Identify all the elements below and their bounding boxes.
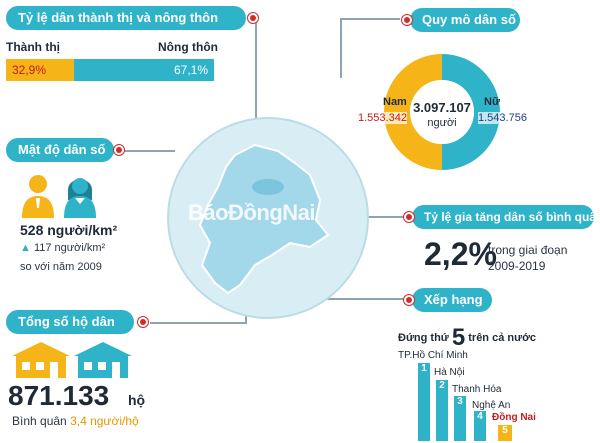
connector-line: [350, 216, 405, 218]
population-donut: [384, 54, 500, 170]
male-value: 1.553.342: [358, 112, 407, 124]
rank-label: TP.Hồ Chí Minh: [398, 350, 468, 361]
marker-dot: [402, 15, 412, 25]
households-average-value: 3,4 người/hộ: [70, 414, 139, 428]
rank-number: 5: [502, 425, 508, 436]
connector-line: [150, 322, 245, 324]
rank-number: 2: [439, 380, 445, 391]
connector-line: [255, 18, 257, 133]
rural-label: Nông thôn: [158, 40, 218, 54]
density-compare: so với năm 2009: [20, 261, 102, 273]
density-title: Mật độ dân số: [6, 138, 114, 162]
growth-title: Tỷ lệ gia tăng dân số bình quân: [412, 205, 600, 229]
marker-dot: [404, 295, 414, 305]
density-increase: 117 người/km²: [33, 242, 106, 254]
rank-label: Nghệ An: [472, 400, 511, 411]
ranking-prefix: Đứng thứ: [398, 332, 449, 344]
rank-bar: 4: [474, 411, 486, 441]
woman-icon: [64, 178, 96, 218]
female-value: 1.543.756: [478, 112, 527, 124]
rank-bar: 1: [418, 363, 430, 441]
rank-label: Thanh Hóa: [452, 384, 502, 395]
ranking-title: Xếp hạng: [412, 288, 492, 312]
connector-line: [325, 298, 405, 300]
growth-period-1: trong giai đoạn: [488, 243, 568, 257]
urban-label: Thành thị: [6, 40, 60, 54]
map-shape: [198, 143, 330, 295]
density-increase-row: ▲ 117 người/km²: [20, 242, 105, 254]
urban-segment: 32,9%: [6, 59, 75, 81]
growth-period-2: 2009-2019: [488, 259, 546, 273]
connector-line: [120, 150, 175, 152]
marker-dot: [114, 145, 124, 155]
population-total: 3.097.107: [413, 100, 471, 115]
households-title: Tổng số hộ dân: [6, 310, 134, 334]
rank-bar: 5: [498, 425, 512, 441]
ranking-suffix: trên cả nước: [468, 332, 537, 344]
marker-dot: [248, 13, 258, 23]
up-triangle-icon: ▲: [20, 242, 31, 254]
male-label: Nam: [383, 96, 407, 108]
male-arc: [384, 54, 442, 170]
watermark: BáoĐồngNai: [188, 200, 316, 225]
province-map: [167, 117, 369, 319]
rank-number: 3: [457, 396, 463, 407]
ranking-rank: 5: [451, 324, 466, 351]
female-label: Nữ: [484, 96, 500, 108]
connector-line: [340, 18, 400, 20]
population-unit: người: [427, 117, 457, 129]
density-value: 528 người/km²: [20, 222, 118, 238]
rank-number: 1: [421, 363, 427, 374]
rank-label: Đồng Nai: [492, 412, 536, 423]
rural-segment: 67,1%: [74, 59, 214, 81]
marker-dot: [404, 212, 414, 222]
connector-line: [340, 18, 342, 78]
rank-label: Hà Nội: [434, 367, 465, 378]
urban-rural-title: Tỷ lệ dân thành thị và nông thôn: [6, 6, 246, 30]
house-icon: [12, 342, 70, 378]
households-unit: hộ: [128, 392, 146, 408]
female-arc: [442, 54, 500, 170]
population-title: Quy mô dân số: [410, 8, 520, 32]
marker-dot: [138, 317, 148, 327]
households-average-row: Bình quân 3,4 người/hộ: [12, 414, 139, 428]
households-average-prefix: Bình quân: [12, 414, 67, 428]
man-icon: [22, 175, 54, 218]
growth-value: 2,2%: [424, 236, 497, 272]
rank-bar: 2: [436, 380, 448, 441]
households-value: 871.133: [8, 380, 110, 411]
ranking-line: Đứng thứ 5 trên cả nước: [398, 324, 536, 352]
house-icon: [74, 342, 132, 378]
urban-rural-bar: 32,9% 67,1%: [6, 59, 214, 81]
rank-bar: 3: [454, 396, 466, 441]
rank-number: 4: [477, 411, 483, 422]
